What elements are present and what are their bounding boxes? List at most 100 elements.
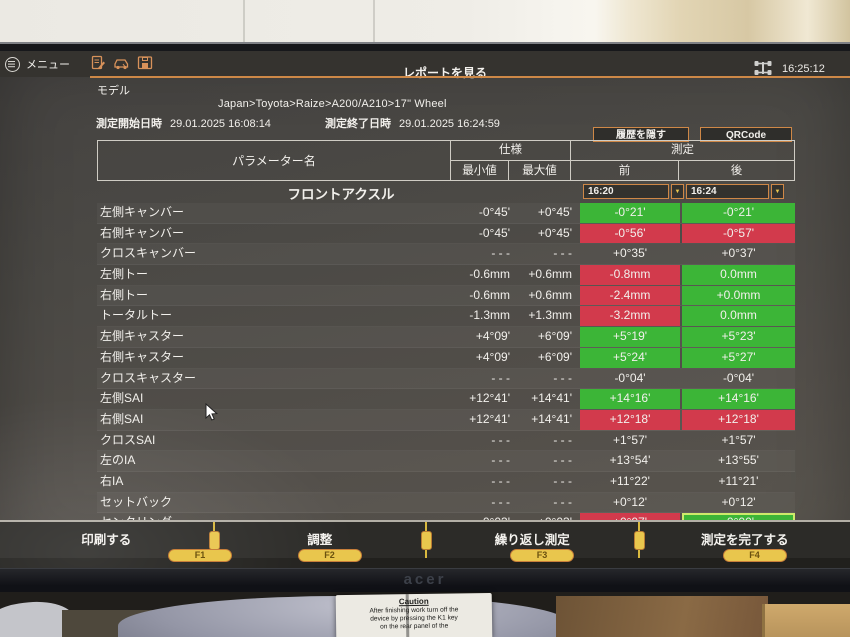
screen-bottom-edge xyxy=(0,558,850,568)
after-measurement-cell: +14°16' xyxy=(682,389,795,409)
after-measurement-cell: +0°12' xyxy=(721,494,756,509)
param-name: 右側キャスター xyxy=(100,349,185,364)
spec-max-value: - - - xyxy=(553,432,572,447)
after-time-dropdown-arrow-icon[interactable]: ▼ xyxy=(771,184,784,199)
spec-min-value: - - - xyxy=(491,246,510,261)
wall-seam xyxy=(373,0,375,46)
function-key-badge[interactable]: F3 xyxy=(510,549,574,562)
spec-max-value: - - - xyxy=(553,370,572,385)
function-key-badge[interactable]: F1 xyxy=(168,549,232,562)
after-measurement-cell: +11°21' xyxy=(718,473,759,488)
menu-button[interactable]: メニュー xyxy=(5,56,70,72)
monitor-brand-logo: acer xyxy=(403,571,447,588)
before-measurement-cell: +13°54' xyxy=(609,453,651,468)
report-edit-icon[interactable] xyxy=(90,55,106,71)
after-header: 後 xyxy=(730,165,743,177)
spec-max-value: +14°41' xyxy=(531,391,572,406)
spec-max-value: - - - xyxy=(553,453,572,468)
page-title: レポートを見る xyxy=(402,66,487,80)
spec-min-value: -0.6mm xyxy=(469,287,510,302)
spec-max-value: +0.6mm xyxy=(528,287,572,302)
function-key-label: 測定を完了する xyxy=(700,533,789,547)
accent-divider xyxy=(90,76,850,78)
save-icon[interactable] xyxy=(137,55,153,71)
before-measurement-cell: -0°04' xyxy=(614,370,646,385)
spec-min-value: - - - xyxy=(491,370,510,385)
table-row: 左側SAI +12°41' +14°41' +14°16' +14°16' xyxy=(97,389,795,410)
spec-max-value: +14°41' xyxy=(531,411,572,426)
spec-min-value: -1.3mm xyxy=(469,308,510,323)
spec-max-value: - - - xyxy=(553,246,572,261)
function-key-label: 繰り返し測定 xyxy=(494,533,570,547)
measure-end-value: 29.01.2025 16:24:59 xyxy=(399,118,500,130)
alignment-table: パラメーター名 仕様 測定 最小値 最大値 前 後 フロントアクスル xyxy=(97,140,795,534)
spec-min-value: +4°09' xyxy=(475,349,510,364)
measure-end-label: 測定終了日時 xyxy=(325,118,391,130)
vehicle-icon[interactable] xyxy=(113,55,130,71)
param-name: 右IA xyxy=(100,473,124,488)
clock: 16:25:12 xyxy=(782,63,825,75)
after-measurement-cell: -0°57' xyxy=(682,223,795,244)
spec-max-value: +0°45' xyxy=(537,225,572,240)
before-measurement-cell: -2.4mm xyxy=(580,285,680,306)
function-key-badge[interactable]: F4 xyxy=(722,549,787,562)
desk-background: Caution After finishing work turn off th… xyxy=(0,592,850,637)
function-key-badge[interactable]: F2 xyxy=(297,549,362,562)
function-key-label: 印刷する xyxy=(81,533,132,547)
table-row: セットバック - - - - - - +0°12' +0°12' xyxy=(97,493,795,514)
before-measurement-cell: +0°12' xyxy=(612,494,648,509)
spec-max-value: - - - xyxy=(553,494,572,509)
before-measurement-cell: -0°56' xyxy=(580,223,680,244)
after-measurement-cell: +5°27' xyxy=(682,347,795,368)
param-name: 左のIA xyxy=(100,453,136,468)
after-measurement-cell: +5°23' xyxy=(682,327,795,347)
mouse-cursor xyxy=(205,402,219,427)
table-row: クロスキャスター - - - - - - -0°04' -0°04' xyxy=(97,369,795,390)
table-row: 右側キャンバー -0°45' +0°45' -0°56' -0°57' xyxy=(97,223,795,245)
function-key-label: 調整 xyxy=(307,533,333,547)
function-key-section[interactable]: 印刷する F1 xyxy=(0,522,232,562)
table-row: 右側SAI +12°41' +14°41' +12°18' +12°18' xyxy=(97,409,795,431)
before-time-dropdown[interactable]: 16:20 xyxy=(583,184,669,199)
before-measurement-cell: +5°19' xyxy=(580,327,680,347)
table-row: 右側トー -0.6mm +0.6mm -2.4mm +0.0mm xyxy=(97,285,795,307)
spec-min-value: -0°45' xyxy=(478,225,510,240)
qrcode-button[interactable]: QRCode xyxy=(700,127,792,142)
before-measurement-cell: +14°16' xyxy=(580,389,680,409)
before-measurement-cell: -0.8mm xyxy=(580,265,680,285)
param-name: クロスSAI xyxy=(100,432,156,447)
max-header: 最大値 xyxy=(509,161,571,181)
function-key-section[interactable]: 繰り返し測定 F3 xyxy=(421,522,638,562)
param-name: クロスキャスター xyxy=(100,370,197,385)
measurement-header: 測定 xyxy=(671,144,694,156)
wall-seam xyxy=(243,0,245,46)
function-key-section[interactable]: 測定を完了する F4 xyxy=(633,522,850,562)
after-time-dropdown[interactable]: 16:24 xyxy=(686,184,769,199)
spec-max-value: +6°09' xyxy=(537,349,572,364)
after-measurement-cell: 0.0mm xyxy=(682,265,795,285)
spec-max-value: +0°45' xyxy=(537,205,572,219)
after-measurement-cell: +13°55' xyxy=(718,453,759,468)
table-row: クロスSAI - - - - - - +1°57' +1°57' xyxy=(97,431,795,452)
measure-start-label: 測定開始日時 xyxy=(96,118,162,130)
hide-history-button[interactable]: 履歴を隠す xyxy=(593,127,689,142)
hamburger-menu-icon xyxy=(5,56,20,72)
table-row: トータルトー -1.3mm +1.3mm -3.2mm 0.0mm xyxy=(97,306,795,328)
spec-min-value: -0.6mm xyxy=(469,267,510,282)
table-row: 右側キャスター +4°09' +6°09' +5°24' +5°27' xyxy=(97,347,795,369)
before-measurement-cell: +5°24' xyxy=(580,347,680,368)
vehicle-model-path: Japan>Toyota>Raize>A200/A210>17" Wheel xyxy=(218,98,447,110)
monitor-bezel-top xyxy=(0,42,850,53)
model-label: モデル xyxy=(97,85,130,97)
min-header: 最小値 xyxy=(451,161,509,181)
topbar: メニュー レポートを見る 16:25:12 xyxy=(0,51,850,80)
function-key-section[interactable]: 調整 F2 xyxy=(208,522,426,562)
caution-line: on the rear panel of the xyxy=(379,622,449,631)
spec-min-value: - - - xyxy=(491,432,510,447)
before-time-dropdown-arrow-icon[interactable]: ▼ xyxy=(671,184,684,199)
menu-label: メニュー xyxy=(26,59,70,71)
param-name: クロスキャンバー xyxy=(100,246,197,261)
spec-min-value: +12°41' xyxy=(469,391,510,406)
spec-max-value: +0.6mm xyxy=(528,267,572,282)
